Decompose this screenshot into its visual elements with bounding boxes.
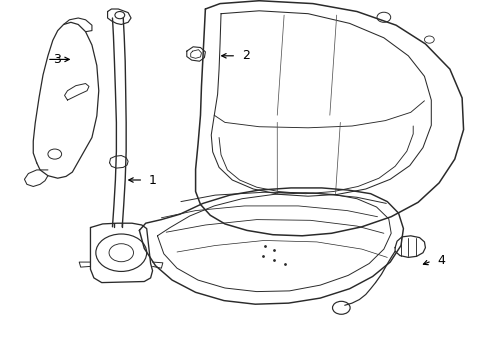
Text: 1: 1 xyxy=(149,174,157,186)
Text: 2: 2 xyxy=(242,49,249,62)
Text: 3: 3 xyxy=(53,53,61,66)
Text: 4: 4 xyxy=(437,255,445,267)
